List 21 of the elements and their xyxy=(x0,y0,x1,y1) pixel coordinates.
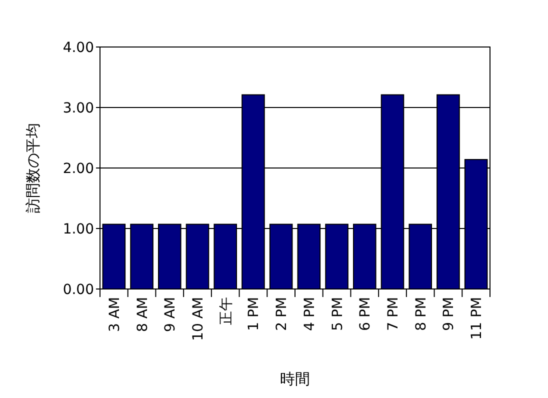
y-tick-label: 3.00 xyxy=(62,100,94,116)
x-tick-label: 正午 xyxy=(218,297,234,325)
x-tick-label: 8 AM xyxy=(134,297,151,332)
x-tick-label: 10 AM xyxy=(190,297,206,341)
x-tick-label: 9 PM xyxy=(441,297,458,331)
x-tick-label: 7 PM xyxy=(386,297,402,331)
x-tick-label: 1 PM xyxy=(246,297,262,331)
x-tick-label: 6 PM xyxy=(358,297,374,331)
y-tick-label: 1.00 xyxy=(62,222,94,238)
x-tick-label: 9 AM xyxy=(162,297,179,332)
x-tick-label: 4 PM xyxy=(302,297,318,331)
y-tick-label: 2.00 xyxy=(62,161,94,177)
x-tick-label: 3 AM xyxy=(106,297,123,332)
x-tick-label: 2 PM xyxy=(274,297,290,331)
x-tick-label: 5 PM xyxy=(330,297,346,331)
x-axis-title: 時間 xyxy=(280,370,310,388)
x-tick-label: 8 PM xyxy=(413,297,430,331)
x-tick-label: 11 PM xyxy=(469,297,486,340)
y-tick-label: 0.00 xyxy=(62,282,94,298)
y-tick-label: 4.00 xyxy=(62,40,94,56)
y-axis-title: 訪問数の平均 xyxy=(24,123,42,213)
